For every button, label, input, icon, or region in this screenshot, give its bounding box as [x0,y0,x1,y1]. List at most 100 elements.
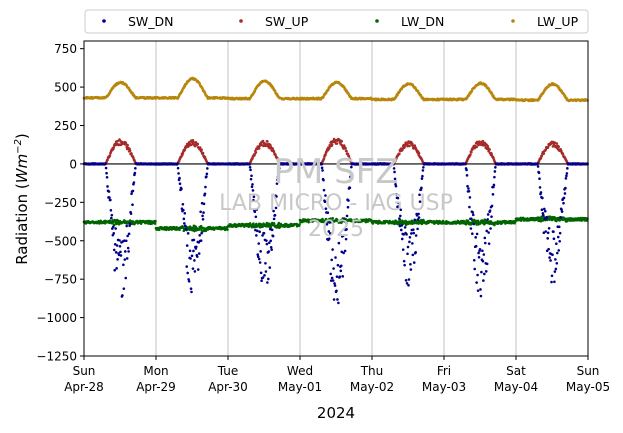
lw-dn-point [277,221,281,225]
sw-up-point [116,139,119,143]
sw-dn-point [320,166,324,170]
sw-dn-point [253,210,257,214]
sw-dn-point [407,283,410,287]
sw-dn-point [546,231,550,235]
sw-dn-point [540,208,544,212]
watermark-line-2: LAB MICRO - IAG USP [219,191,453,216]
sw-dn-point [196,268,200,271]
sw-dn-point [343,219,346,223]
sw-dn-point [392,167,396,170]
y-tick-label: −1000 [36,311,77,325]
lw-dn-point [272,222,276,225]
sw-up-point [557,145,561,148]
sw-dn-point [565,174,568,178]
sw-dn-point [189,287,193,290]
sw-dn-point [488,209,492,212]
sw-dn-point [555,251,559,255]
sw-dn-point [122,263,125,267]
sw-dn-point [340,250,344,254]
sw-dn-point [554,258,557,261]
sw-dn-point [409,268,413,271]
sw-dn-point [555,242,558,246]
sw-dn-point [541,196,544,200]
sw-dn-point [411,253,415,257]
sw-dn-point [134,166,137,170]
sw-dn-point [421,174,424,178]
sw-dn-point [490,215,493,218]
sw-dn-point [399,208,403,212]
sw-dn-point [344,237,348,241]
legend-marker-lw-up [511,19,515,23]
sw-dn-point [475,232,479,236]
sw-up-point [344,147,347,150]
legend-label-lw-dn: LW_DN [401,14,444,29]
sw-dn-point [263,274,266,277]
x-tick-label-date: May-01 [278,380,322,394]
sw-dn-point [202,202,206,206]
sw-dn-point [492,185,495,189]
sw-dn-point [547,227,551,230]
sw-up-point [272,150,276,154]
sw-up-point [126,144,129,147]
sw-dn-point [493,175,496,179]
sw-dn-point [407,278,411,281]
lw-dn-point [553,216,557,220]
sw-dn-point [334,256,337,259]
x-tick-label-day: Sun [577,364,600,378]
sw-dn-point [329,272,333,276]
sw-dn-point [248,166,252,169]
sw-dn-point [547,247,550,251]
y-tick-label: 0 [69,157,77,171]
sw-dn-point [193,270,197,273]
sw-dn-point [399,228,403,232]
sw-dn-point [126,246,130,250]
sw-up-point [322,157,326,160]
sw-dn-point [122,287,126,290]
sw-dn-point [182,217,186,221]
sw-dn-point [402,233,405,236]
sw-dn-point [131,189,135,193]
sw-up-point [544,148,548,151]
sw-dn-point [476,289,480,292]
sw-dn-point [395,193,398,196]
sw-dn-point [321,169,324,172]
sw-dn-point [202,211,205,214]
sw-dn-point [556,235,560,239]
x-tick-label-date: Apr-29 [136,380,176,394]
sw-dn-point [186,232,190,235]
y-axis-title-unit: Wm [13,154,31,183]
sw-dn-point [255,229,259,233]
sw-dn-point [324,207,328,210]
legend: SW_DN SW_UP LW_DN LW_UP [84,9,589,34]
sw-dn-point [192,238,196,242]
sw-dn-point [408,240,411,244]
sw-dn-point [335,275,339,278]
sw-dn-point [203,192,207,196]
sw-dn-point [182,208,185,212]
y-axis-title-main: Radiation ( [13,183,31,265]
sw-dn-point [131,203,134,206]
sw-dn-point [345,214,349,218]
lw-up-point [253,89,257,93]
y-axis-title-exp: −2 [13,139,24,154]
sw-dn-point [327,237,331,240]
sw-dn-point [104,162,107,165]
sw-dn-point [252,195,256,199]
sw-dn-point [205,172,209,176]
x-tick-label-date: Apr-30 [208,380,248,394]
sw-dn-point [477,251,480,255]
sw-dn-point [261,276,265,279]
sw-dn-point [262,231,266,235]
sw-dn-point [473,267,477,271]
sw-dn-point [468,196,472,199]
sw-dn-point [542,213,545,217]
legend-marker-lw-dn [375,19,379,23]
lw-dn-point [188,225,192,228]
sw-up-point [478,140,481,143]
sw-dn-point [420,177,424,180]
sw-dn-point [482,279,485,282]
sw-dn-point [336,298,339,301]
sw-dn-point [411,228,415,231]
sw-dn-point [549,259,552,262]
sw-dn-point [329,279,333,282]
